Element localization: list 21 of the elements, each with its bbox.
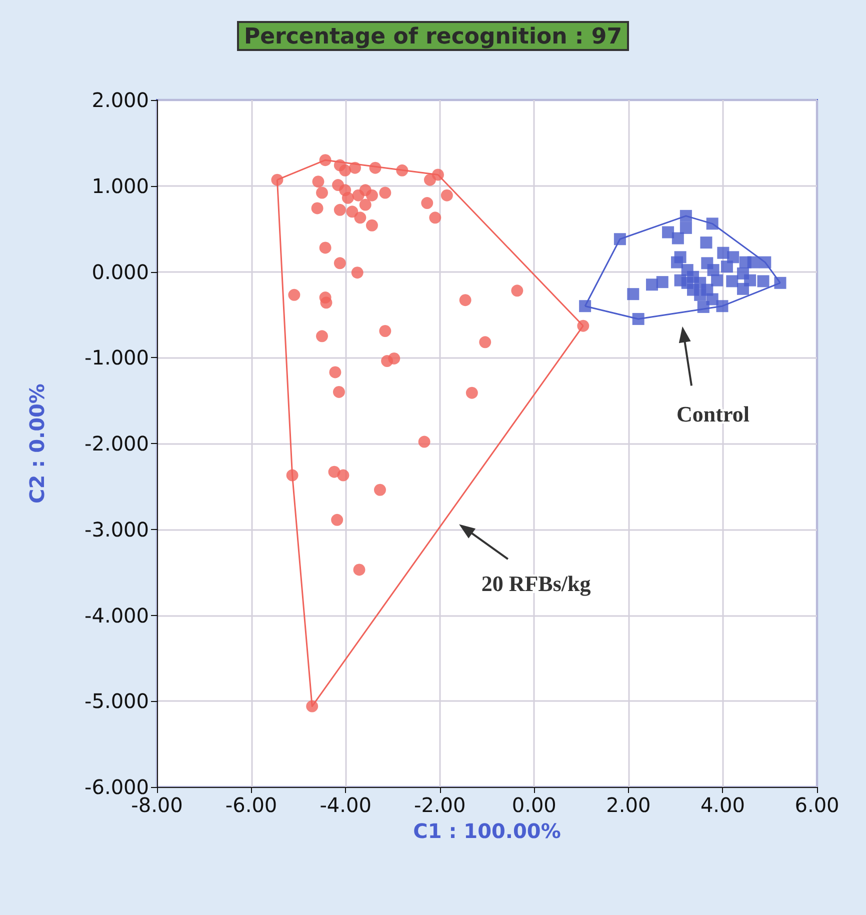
x-tick-label: 6.00 <box>794 793 840 817</box>
x-tick-label: -8.00 <box>131 793 183 817</box>
x-tick-label: -4.00 <box>320 793 372 817</box>
x-axis-title: C1 : 100.00% <box>413 819 561 843</box>
x-tick-label: 2.00 <box>606 793 651 817</box>
y-tick-label: -4.000 <box>84 603 149 628</box>
y-tick-label: -3.000 <box>84 517 149 542</box>
y-tick-label: -2.000 <box>84 432 149 456</box>
annotation: Control <box>676 402 750 427</box>
y-axis-title: C2 : 0.00% <box>25 384 49 504</box>
y-tick-label: 1.000 <box>92 174 149 198</box>
y-tick-label: -5.000 <box>84 689 149 714</box>
chart-title: Percentage of recognition : 97 <box>244 24 622 50</box>
x-tick-label: 4.00 <box>700 793 745 817</box>
y-tick-label: 2.000 <box>92 88 149 112</box>
x-tick-label: 0.00 <box>512 793 556 817</box>
x-tick-label: -6.00 <box>225 793 278 817</box>
y-tick-label: -1.000 <box>84 346 149 370</box>
annotation: 20 RFBs/kg <box>481 570 591 596</box>
x-tick-label: -2.00 <box>414 793 466 817</box>
y-tick-label: 0.000 <box>92 260 149 284</box>
